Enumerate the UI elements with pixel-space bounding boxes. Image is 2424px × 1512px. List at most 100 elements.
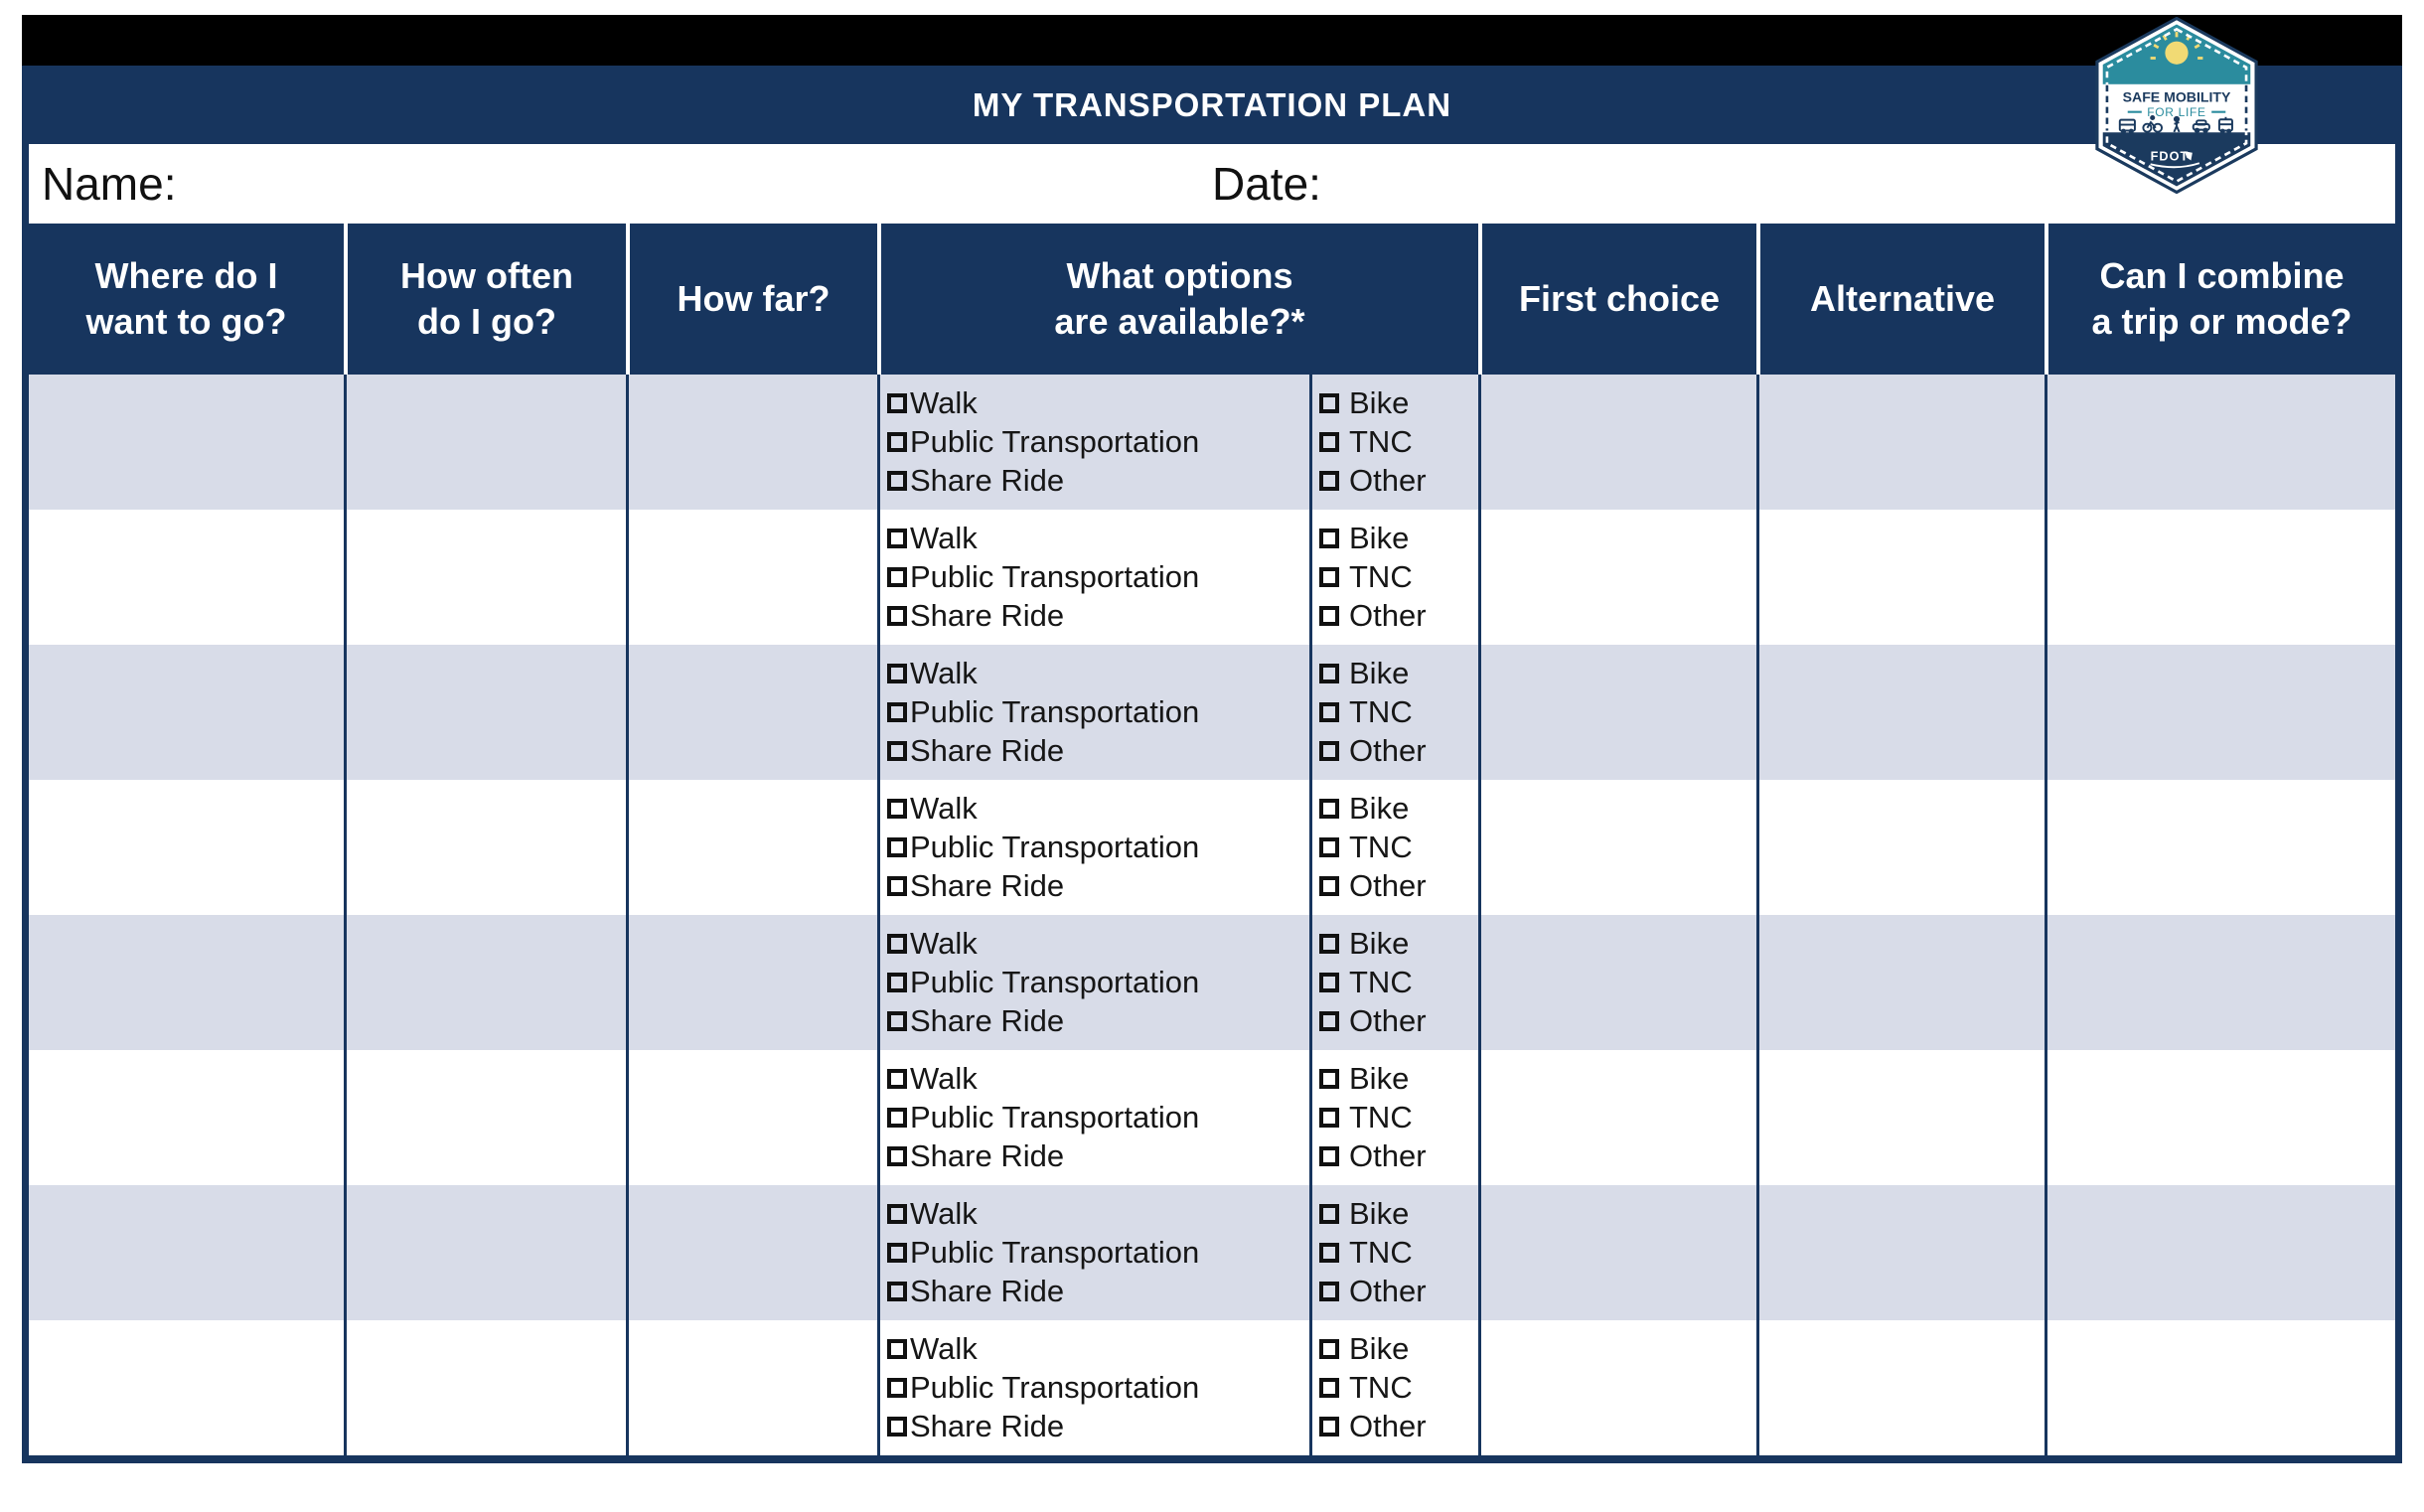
checkbox-icon[interactable]	[1319, 1377, 1339, 1398]
combine-cell[interactable]	[2045, 645, 2395, 780]
checkbox-icon[interactable]	[887, 972, 907, 992]
checkbox-icon[interactable]	[887, 1338, 907, 1359]
option-label: Public Transportation	[910, 423, 1200, 459]
how-far-cell[interactable]	[626, 510, 877, 645]
how-far-cell[interactable]	[626, 1320, 877, 1455]
where-cell[interactable]	[29, 915, 344, 1050]
how-often-cell[interactable]	[344, 1185, 626, 1320]
checkbox-icon[interactable]	[1319, 1010, 1339, 1031]
checkbox-icon[interactable]	[1319, 836, 1339, 857]
checkbox-icon[interactable]	[1319, 392, 1339, 413]
where-cell[interactable]	[29, 1185, 344, 1320]
checkbox-icon[interactable]	[887, 1242, 907, 1263]
first-choice-cell[interactable]	[1478, 915, 1756, 1050]
first-choice-cell[interactable]	[1478, 1185, 1756, 1320]
checkbox-icon[interactable]	[887, 1281, 907, 1301]
how-far-cell[interactable]	[626, 645, 877, 780]
how-often-cell[interactable]	[344, 510, 626, 645]
alternative-cell[interactable]	[1756, 1050, 2045, 1185]
how-far-cell[interactable]	[626, 915, 877, 1050]
checkbox-icon[interactable]	[887, 875, 907, 896]
checkbox-icon[interactable]	[1319, 875, 1339, 896]
checkbox-icon[interactable]	[1319, 663, 1339, 683]
option-tnc: TNC	[1319, 963, 1478, 1001]
checkbox-icon[interactable]	[1319, 1338, 1339, 1359]
alternative-cell[interactable]	[1756, 375, 2045, 510]
checkbox-icon[interactable]	[1319, 740, 1339, 761]
alternative-cell[interactable]	[1756, 510, 2045, 645]
how-far-cell[interactable]	[626, 1185, 877, 1320]
combine-cell[interactable]	[2045, 510, 2395, 645]
checkbox-icon[interactable]	[887, 836, 907, 857]
first-choice-cell[interactable]	[1478, 1050, 1756, 1185]
combine-cell[interactable]	[2045, 1185, 2395, 1320]
how-far-cell[interactable]	[626, 375, 877, 510]
first-choice-cell[interactable]	[1478, 510, 1756, 645]
combine-cell[interactable]	[2045, 375, 2395, 510]
how-often-cell[interactable]	[344, 375, 626, 510]
checkbox-icon[interactable]	[1319, 566, 1339, 587]
checkbox-icon[interactable]	[1319, 1068, 1339, 1089]
combine-cell[interactable]	[2045, 780, 2395, 915]
combine-cell[interactable]	[2045, 915, 2395, 1050]
checkbox-icon[interactable]	[887, 1068, 907, 1089]
combine-cell[interactable]	[2045, 1320, 2395, 1455]
where-cell[interactable]	[29, 1050, 344, 1185]
how-often-cell[interactable]	[344, 915, 626, 1050]
where-cell[interactable]	[29, 645, 344, 780]
checkbox-icon[interactable]	[887, 566, 907, 587]
checkbox-icon[interactable]	[1319, 972, 1339, 992]
where-cell[interactable]	[29, 780, 344, 915]
checkbox-icon[interactable]	[887, 1377, 907, 1398]
checkbox-icon[interactable]	[1319, 1416, 1339, 1436]
checkbox-icon[interactable]	[887, 701, 907, 722]
checkbox-icon[interactable]	[1319, 605, 1339, 626]
checkbox-icon[interactable]	[1319, 528, 1339, 548]
combine-cell[interactable]	[2045, 1050, 2395, 1185]
checkbox-icon[interactable]	[887, 470, 907, 491]
how-often-cell[interactable]	[344, 1320, 626, 1455]
checkbox-icon[interactable]	[887, 1416, 907, 1436]
alternative-cell[interactable]	[1756, 1320, 2045, 1455]
checkbox-icon[interactable]	[1319, 1203, 1339, 1224]
alternative-cell[interactable]	[1756, 645, 2045, 780]
where-cell[interactable]	[29, 1320, 344, 1455]
checkbox-icon[interactable]	[887, 1010, 907, 1031]
checkbox-icon[interactable]	[1319, 933, 1339, 954]
where-cell[interactable]	[29, 510, 344, 645]
option-label: Other	[1349, 1002, 1427, 1038]
checkbox-icon[interactable]	[887, 431, 907, 452]
checkbox-icon[interactable]	[887, 528, 907, 548]
checkbox-icon[interactable]	[1319, 701, 1339, 722]
first-choice-cell[interactable]	[1478, 780, 1756, 915]
first-choice-cell[interactable]	[1478, 375, 1756, 510]
checkbox-icon[interactable]	[887, 798, 907, 819]
checkbox-icon[interactable]	[1319, 431, 1339, 452]
how-often-cell[interactable]	[344, 780, 626, 915]
checkbox-icon[interactable]	[1319, 470, 1339, 491]
alternative-cell[interactable]	[1756, 1185, 2045, 1320]
checkbox-icon[interactable]	[1319, 1107, 1339, 1128]
checkbox-icon[interactable]	[1319, 1242, 1339, 1263]
checkbox-icon[interactable]	[887, 605, 907, 626]
alternative-cell[interactable]	[1756, 915, 2045, 1050]
checkbox-icon[interactable]	[887, 1107, 907, 1128]
checkbox-icon[interactable]	[1319, 1281, 1339, 1301]
checkbox-icon[interactable]	[887, 392, 907, 413]
first-choice-cell[interactable]	[1478, 645, 1756, 780]
checkbox-icon[interactable]	[887, 663, 907, 683]
first-choice-cell[interactable]	[1478, 1320, 1756, 1455]
how-far-cell[interactable]	[626, 1050, 877, 1185]
alternative-cell[interactable]	[1756, 780, 2045, 915]
where-cell[interactable]	[29, 375, 344, 510]
checkbox-icon[interactable]	[887, 740, 907, 761]
checkbox-icon[interactable]	[887, 933, 907, 954]
how-often-cell[interactable]	[344, 645, 626, 780]
checkbox-icon[interactable]	[887, 1145, 907, 1166]
checkbox-icon[interactable]	[1319, 798, 1339, 819]
option-other: Other	[1319, 866, 1478, 905]
checkbox-icon[interactable]	[887, 1203, 907, 1224]
how-far-cell[interactable]	[626, 780, 877, 915]
checkbox-icon[interactable]	[1319, 1145, 1339, 1166]
how-often-cell[interactable]	[344, 1050, 626, 1185]
